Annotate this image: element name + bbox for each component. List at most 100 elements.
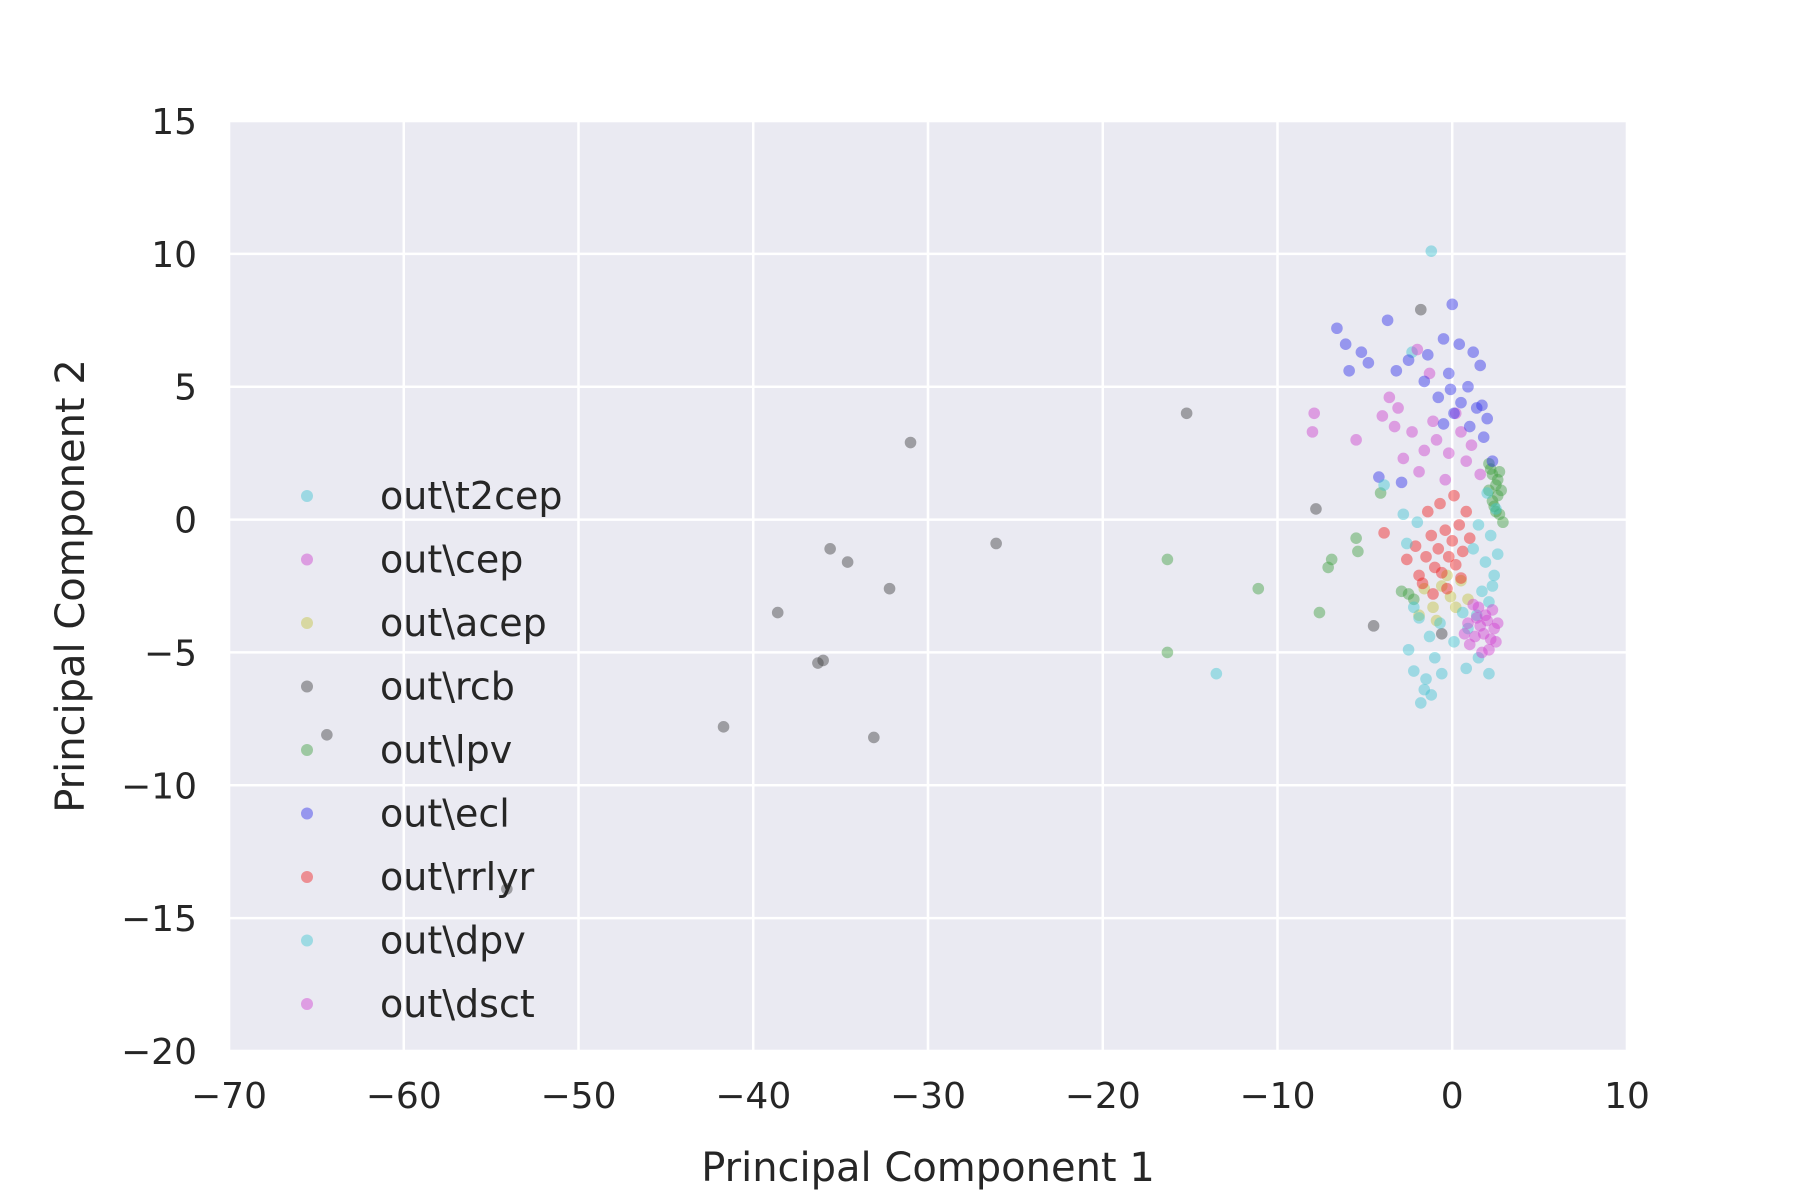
scatter-point: [1406, 346, 1418, 358]
scatter-point: [1355, 346, 1368, 358]
scatter-point: [1428, 651, 1441, 664]
scatter-point: [1484, 633, 1497, 645]
scatter-point: [1465, 439, 1478, 451]
scatter-point: [1421, 349, 1434, 361]
scatter-point: [1331, 322, 1343, 335]
scatter-point: [1470, 402, 1483, 414]
scatter-point: [1455, 396, 1467, 409]
scatter-point: [1397, 508, 1410, 521]
legend-item: out\ecl: [301, 792, 510, 836]
scatter-point: [1476, 585, 1488, 598]
scatter-point: [1495, 484, 1507, 497]
scatter-point: [1477, 431, 1490, 444]
scatter-point: [1313, 606, 1326, 619]
scatter-point: [1486, 580, 1499, 592]
scatter-point: [1462, 622, 1474, 635]
scatter-point: [1490, 503, 1502, 515]
legend-item: out\rrlyr: [301, 855, 535, 899]
scatter-point: [1446, 535, 1459, 547]
scatter-point: [1428, 561, 1441, 574]
legend-item: out\cep: [301, 538, 523, 582]
legend-item: out\rcb: [301, 665, 515, 709]
y-tick-label: 5: [174, 368, 197, 409]
scatter-point: [1483, 457, 1495, 470]
scatter-point: [1476, 399, 1488, 412]
scatter-point: [1435, 566, 1448, 579]
scatter-point: [1411, 343, 1424, 356]
scatter-point: [1444, 590, 1457, 603]
legend-marker: [301, 998, 313, 1010]
scatter-point: [1493, 465, 1506, 478]
legend-marker: [301, 680, 313, 693]
scatter-point: [1474, 359, 1487, 372]
scatter-point: [1161, 646, 1174, 659]
x-axis-label: Principal Component 1: [701, 1145, 1155, 1191]
scatter-point: [1467, 598, 1480, 611]
scatter-point: [1449, 558, 1462, 571]
scatter-point: [1455, 574, 1467, 587]
scatter-point: [1435, 667, 1448, 680]
scatter-point: [1376, 410, 1389, 422]
scatter-point: [1449, 601, 1462, 614]
scatter-point: [1455, 572, 1467, 584]
scatter-point: [1458, 628, 1471, 640]
scatter-point: [1378, 479, 1390, 491]
scatter-point: [1484, 529, 1497, 542]
scatter-point: [1343, 364, 1355, 377]
x-tick-label: −50: [541, 1076, 617, 1117]
legend-marker: [301, 934, 313, 947]
scatter-point: [1479, 556, 1492, 568]
scatter-point: [1486, 468, 1499, 481]
scatter-point: [1491, 617, 1504, 629]
scatter-point: [1442, 550, 1455, 563]
scatter-point: [1367, 620, 1380, 632]
scatter-point: [1488, 569, 1500, 582]
scatter-point: [1472, 601, 1485, 614]
scatter-point: [1427, 588, 1439, 600]
scatter-point: [1373, 471, 1385, 483]
scatter-point: [1483, 484, 1495, 497]
scatter-point: [1456, 606, 1469, 619]
x-tick-label: −60: [366, 1076, 442, 1117]
y-tick-label: −15: [121, 899, 197, 940]
scatter-point: [1308, 407, 1320, 420]
scatter-point: [1442, 367, 1455, 380]
scatter-point: [1427, 601, 1439, 614]
scatter-point: [1448, 489, 1460, 502]
scatter-point: [1306, 426, 1319, 438]
scatter-point: [904, 436, 917, 449]
scatter-point: [771, 606, 784, 619]
scatter-point: [1481, 412, 1493, 425]
legend-item: out\dpv: [301, 919, 526, 963]
scatter-point: [1486, 455, 1499, 467]
scatter-point: [717, 721, 730, 733]
scatter-point: [1402, 643, 1415, 656]
scatter-point: [1395, 585, 1408, 598]
scatter-point: [1310, 503, 1322, 515]
scatter-point: [1448, 636, 1460, 648]
legend-item: out\lpv: [301, 728, 512, 772]
scatter-point: [1460, 662, 1473, 675]
scatter-point: [1477, 628, 1490, 640]
legend: out\t2cep out\cep out\acep out\rcb out\lpv ou…: [301, 474, 563, 1026]
scatter-point: [1474, 620, 1487, 632]
scatter-point: [1414, 697, 1427, 709]
scatter-point: [1446, 298, 1459, 311]
scatter-point: [841, 556, 854, 568]
scatter-point: [1460, 455, 1473, 467]
scatter-point: [1474, 468, 1487, 481]
legend-label: out\acep: [380, 601, 547, 645]
scatter-point: [1322, 561, 1334, 574]
scatter-point: [1441, 569, 1453, 582]
legend-marker: [301, 807, 313, 820]
scatter-point: [1462, 593, 1474, 606]
legend-label: out\ecl: [380, 792, 510, 836]
scatter-point: [1470, 609, 1483, 622]
scatter-point: [1423, 630, 1436, 643]
scatter-point: [1418, 683, 1431, 696]
scatter-point: [1449, 407, 1462, 420]
scatter-point: [1401, 553, 1413, 566]
y-tick-label: −10: [121, 766, 197, 807]
scatter-point: [1430, 614, 1443, 627]
